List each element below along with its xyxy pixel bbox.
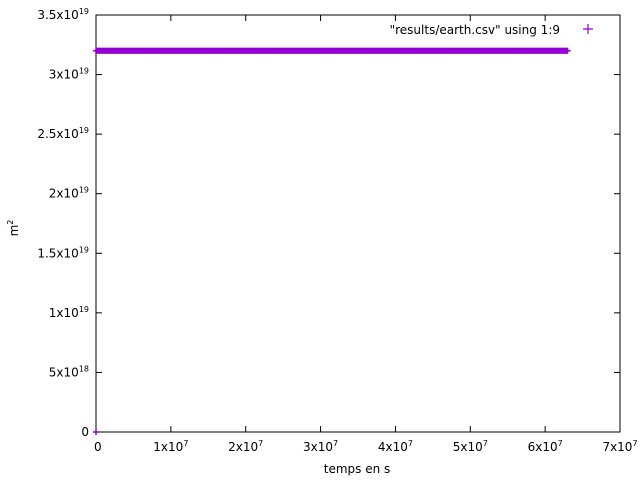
y-axis-label: m2 — [6, 220, 21, 237]
axis-ticks — [96, 15, 620, 432]
tick-label: 1x1019 — [49, 305, 89, 320]
series-points — [93, 47, 571, 435]
tick-label: 6x107 — [528, 439, 563, 454]
data-point-band — [96, 47, 568, 54]
tick-label: 0 — [81, 425, 89, 439]
tick-label: 4x107 — [378, 439, 413, 454]
tick-label: 5x107 — [453, 439, 488, 454]
tick-label: 2.5x1019 — [37, 126, 89, 141]
tick-label: 3x107 — [303, 439, 338, 454]
legend-marker-plus-icon — [583, 24, 593, 34]
plus-icon — [583, 24, 593, 34]
legend: "results/earth.csv" using 1:9 — [390, 23, 593, 37]
tick-label: 1.5x1019 — [37, 245, 89, 260]
tick-label: 7x107 — [602, 439, 637, 454]
tick-label: 2x107 — [228, 439, 263, 454]
tick-label: 3.5x1019 — [37, 7, 89, 22]
legend-label: "results/earth.csv" using 1:9 — [390, 23, 560, 37]
tick-label: 5x1018 — [49, 364, 89, 379]
tick-label: 2x1019 — [49, 186, 89, 201]
data-point-initial — [93, 429, 99, 435]
tick-label: 3x1019 — [49, 67, 89, 82]
y-tick-labels: 0 5x1018 1x1019 1.5x1019 2x1019 2.5x1019 3x101… — [37, 7, 89, 439]
x-axis-label: temps en s — [324, 462, 391, 476]
tick-label: 1x107 — [153, 439, 188, 454]
tick-label: 0 — [94, 440, 102, 454]
plot-frame — [95, 14, 621, 433]
x-tick-labels: 0 1x107 2x107 3x107 4x107 5x107 6x107 7x107 — [94, 439, 638, 454]
